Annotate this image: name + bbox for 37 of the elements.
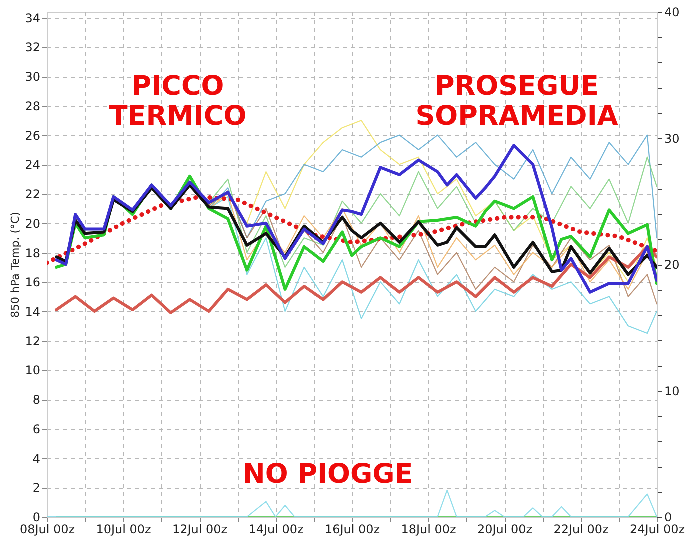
x-tick-label: 10Jul 00z [96,522,152,536]
y2-tick-label: 30 [664,132,680,146]
y-tick-label: 18 [25,246,40,260]
x-tick-label: 16Jul 00z [324,522,380,536]
x-tick-label: 18Jul 00z [401,522,456,536]
y-tick-label: 28 [25,99,40,114]
y-tick-label: 24 [25,158,40,172]
y2-tick-label: 20 [664,258,680,272]
y-tick-label: 4 [32,452,40,466]
annotation: NO PIOGGE [242,459,414,490]
y-tick-label: 30 [25,70,40,84]
y2-tick-label: 40 [664,6,680,20]
y-tick-label: 34 [25,11,40,26]
y-tick-label: 32 [25,40,40,55]
y-tick-label: 12 [25,334,40,348]
x-tick-label: 22Jul 00z [554,522,609,536]
x-tick-label: 24Jul 00z [630,522,686,536]
y-tick-label: 14 [25,304,40,319]
y-tick-label: 22 [25,188,40,202]
y-tick-label: 16 [25,276,40,290]
y-tick-label: 8 [32,393,40,408]
x-tick-label: 12Jul 00z [172,522,228,536]
line-series [47,194,657,266]
y-tick-label: 0 [32,510,40,524]
y-axis-title: 850 hPa Temp. (°C) [9,212,22,318]
y2-tick-label: 0 [664,510,672,524]
x-tick-label: 20Jul 00z [477,522,533,536]
y2-tick-label: 10 [664,384,680,398]
annotation: PROSEGUE SOPRAMEDIA [416,71,618,132]
annotation: PICCO TERMICO [109,71,247,132]
x-tick-label: 14Jul 00z [248,522,304,536]
y-tick-label: 10 [25,364,40,378]
y-tick-label: 20 [25,216,40,231]
x-tick-label: 08Jul 00z [20,522,76,536]
y-tick-label: 6 [32,422,40,436]
y-tick-label: 26 [25,128,40,143]
y-tick-label: 2 [32,481,40,496]
